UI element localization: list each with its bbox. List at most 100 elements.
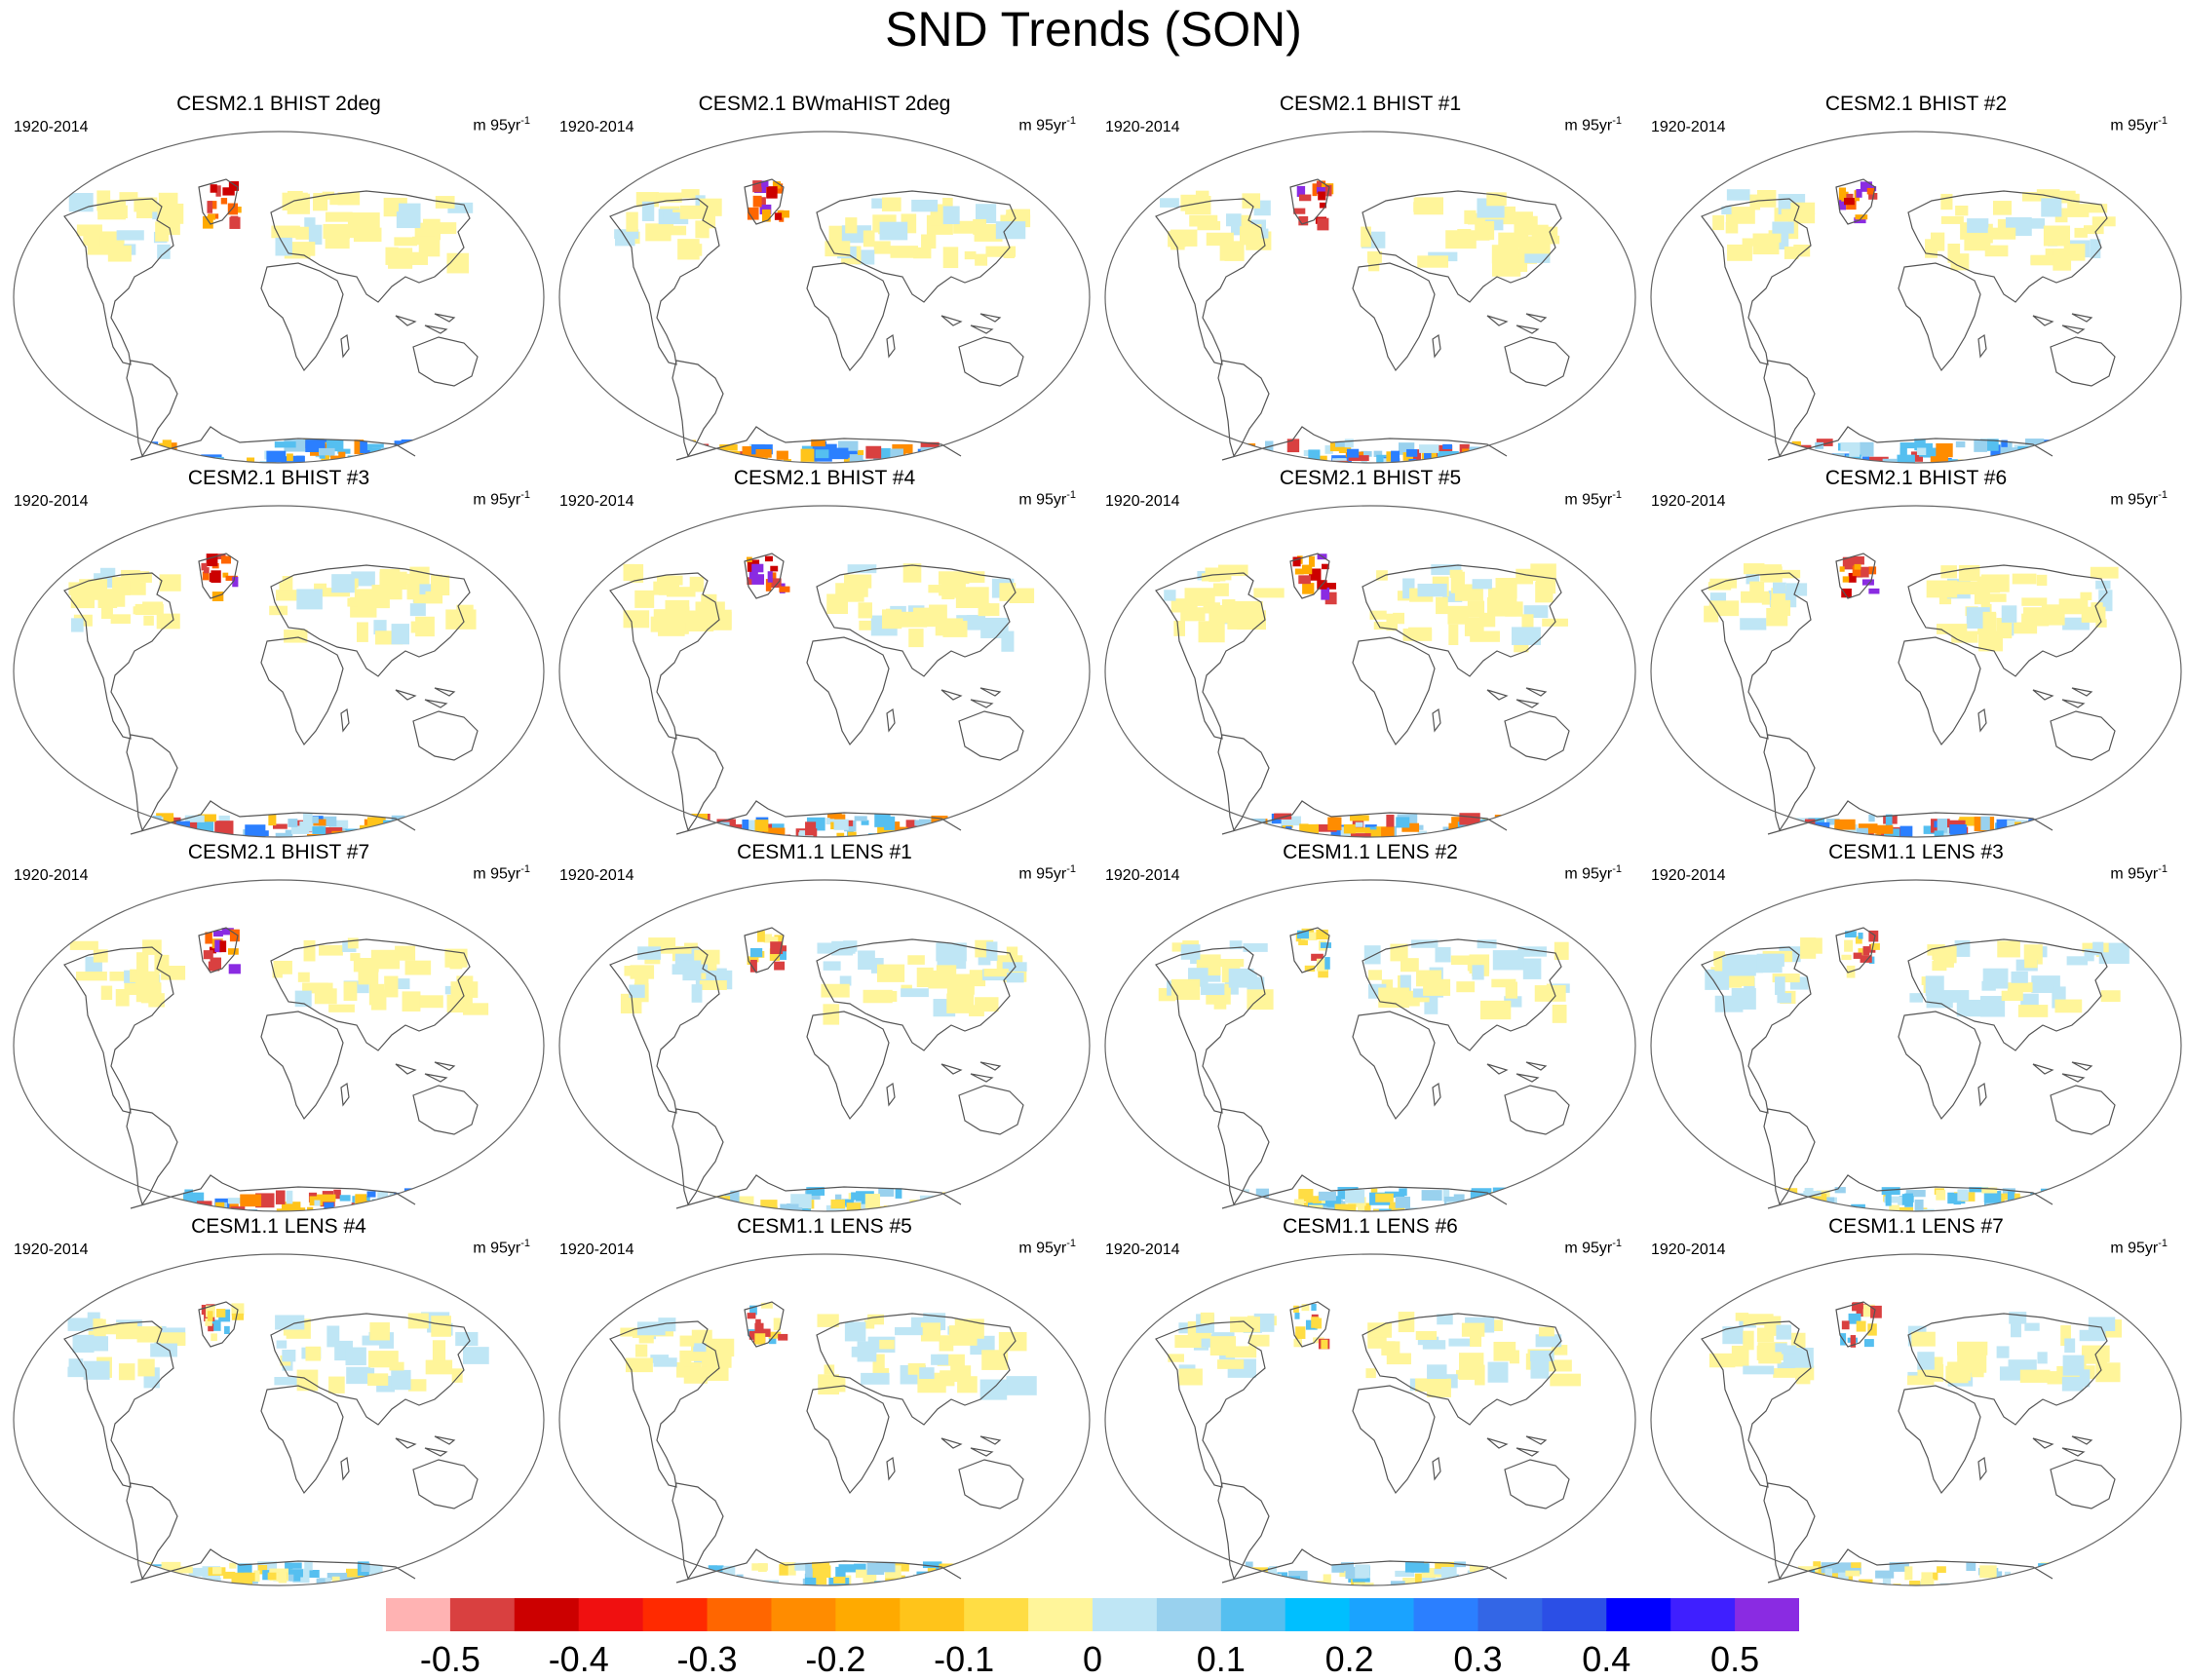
trend-cell (1731, 987, 1756, 1010)
antarctica-cell (2063, 1562, 2082, 1575)
antarctica-cell (339, 1195, 351, 1202)
antarctica-cell (122, 1585, 132, 1588)
trend-field (1164, 554, 1568, 837)
greenland-cell (1870, 943, 1880, 950)
trend-cell (1787, 212, 1816, 224)
trend-cell (898, 611, 928, 628)
antarctica-cell (1349, 815, 1369, 821)
antarctica-cell (722, 1566, 736, 1579)
map-boundary (13, 1253, 545, 1586)
trend-cell (109, 972, 137, 981)
trend-cell (981, 1350, 1009, 1370)
antarctica-cell (795, 1586, 817, 1588)
trend-cell (328, 1004, 355, 1012)
trend-cell (1464, 617, 1484, 636)
antarctica-cell (1430, 1583, 1447, 1585)
panel-units: m 95yr-1 (1018, 115, 1076, 134)
colorbar-swatch (1028, 1598, 1094, 1631)
antarctica-cell (1867, 832, 1874, 837)
trend-cell (2079, 1329, 2106, 1342)
antarctica-cell (1876, 824, 1894, 834)
greenland-cell (765, 579, 772, 592)
trend-cell (907, 955, 925, 965)
greenland-cell (207, 213, 215, 220)
antarctica-cell (1256, 1580, 1264, 1585)
antarctica-cell (1953, 1193, 1962, 1205)
trend-cell (2020, 993, 2039, 1009)
antarctica-cell (401, 439, 414, 453)
greenland-cell (1294, 568, 1304, 575)
antarctica-cell (825, 818, 835, 824)
antarctica-cell (919, 826, 936, 837)
trend-cell (1227, 620, 1248, 630)
trend-cell (614, 229, 639, 240)
trend-cell (96, 231, 123, 247)
greenland-cell (772, 181, 782, 189)
trend-cell (388, 248, 413, 269)
antarctica-cell (972, 1582, 982, 1585)
antarctica-cell (2060, 1575, 2078, 1585)
antarctica-cell (314, 1200, 321, 1206)
antarctica-cell (353, 829, 369, 836)
greenland-cell (215, 1309, 226, 1317)
greenland-cell (774, 935, 784, 946)
antarctica-cell (319, 447, 335, 456)
trend-cell (147, 971, 160, 984)
antarctica-cell (114, 442, 122, 452)
trend-cell (384, 975, 399, 998)
trend-cell (287, 193, 310, 214)
map-boundary (1650, 879, 2182, 1212)
trend-cell (681, 189, 700, 199)
trend-cell (921, 234, 937, 249)
antarctica-cell (2070, 1568, 2091, 1578)
greenland-cell (779, 586, 790, 592)
trend-cell (1911, 1331, 1936, 1347)
antarctica-cell (1358, 1203, 1371, 1211)
greenland-cell (1308, 555, 1315, 567)
trend-cell (1506, 254, 1518, 263)
antarctica-cell (2002, 1188, 2015, 1195)
greenland-cell (1324, 583, 1336, 590)
antarctica-cell (1419, 444, 1439, 453)
antarctica-cell (2000, 1582, 2016, 1585)
trend-cell (871, 198, 886, 209)
antarctica-cell (1358, 1204, 1365, 1211)
antarctica-cell (2020, 1574, 2041, 1584)
antarctica-cell (361, 1563, 370, 1573)
trend-cell (1487, 1361, 1509, 1383)
trend-cell (1173, 621, 1185, 636)
antarctica-cell (659, 445, 673, 451)
antarctica-cell (1899, 442, 1916, 449)
trend-cell (1784, 247, 1799, 259)
greenland-cell (210, 957, 222, 970)
colorbar-swatch (642, 1598, 709, 1631)
antarctica-cell (300, 1585, 318, 1588)
greenland-cell (778, 1333, 788, 1341)
map-panel: CESM2.1 BHIST #1 1920-2014 m 95yr-1 (1097, 92, 1643, 464)
trend-cell (107, 245, 132, 262)
trend-cell (431, 222, 457, 235)
antarctica-cell (2057, 1193, 2065, 1201)
trend-cell (1993, 201, 2013, 215)
antarctica-cell (933, 830, 947, 837)
antarctica-cell (1466, 1574, 1476, 1581)
trend-cell (1230, 1317, 1260, 1333)
greenland-cell (221, 928, 234, 935)
antarctica-cell (794, 1562, 810, 1571)
antarctica-cell (276, 1572, 286, 1582)
antarctica-cell (1211, 439, 1227, 451)
trend-cell (1735, 1313, 1749, 1321)
antarctica-cell (776, 450, 788, 460)
trend-cell (118, 1363, 135, 1381)
units-exponent: -1 (2158, 489, 2168, 501)
greenland-cell (1852, 565, 1861, 577)
antarctica-cell (312, 826, 326, 834)
colorbar-tick-label: 0.4 (1582, 1639, 1631, 1679)
antarctica-cell (720, 829, 740, 837)
trend-cell (2058, 598, 2089, 615)
antarctica-cell (2001, 439, 2008, 447)
antarctica-cell (1829, 457, 1838, 463)
map-boundary (1104, 131, 1636, 464)
antarctica-cell (298, 1207, 306, 1211)
antarctica-cell (723, 454, 734, 463)
